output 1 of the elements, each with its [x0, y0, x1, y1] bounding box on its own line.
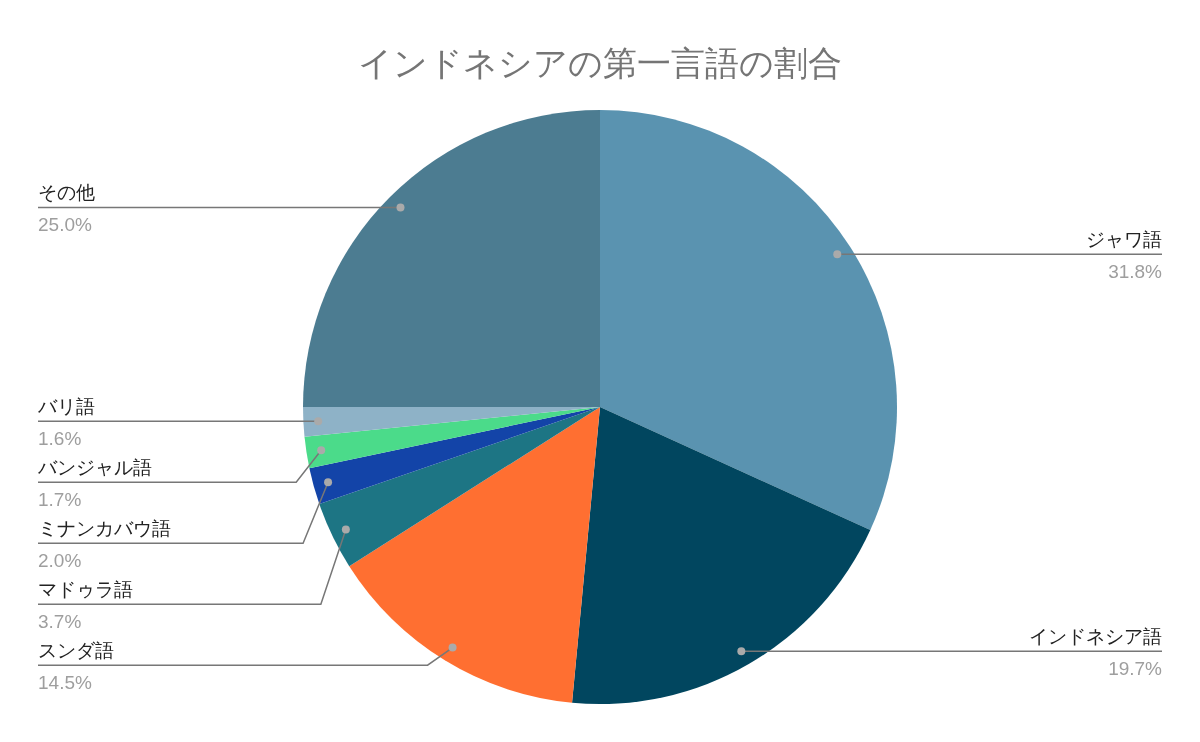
title: インドネシアの第一言語の割合 [358, 44, 842, 82]
